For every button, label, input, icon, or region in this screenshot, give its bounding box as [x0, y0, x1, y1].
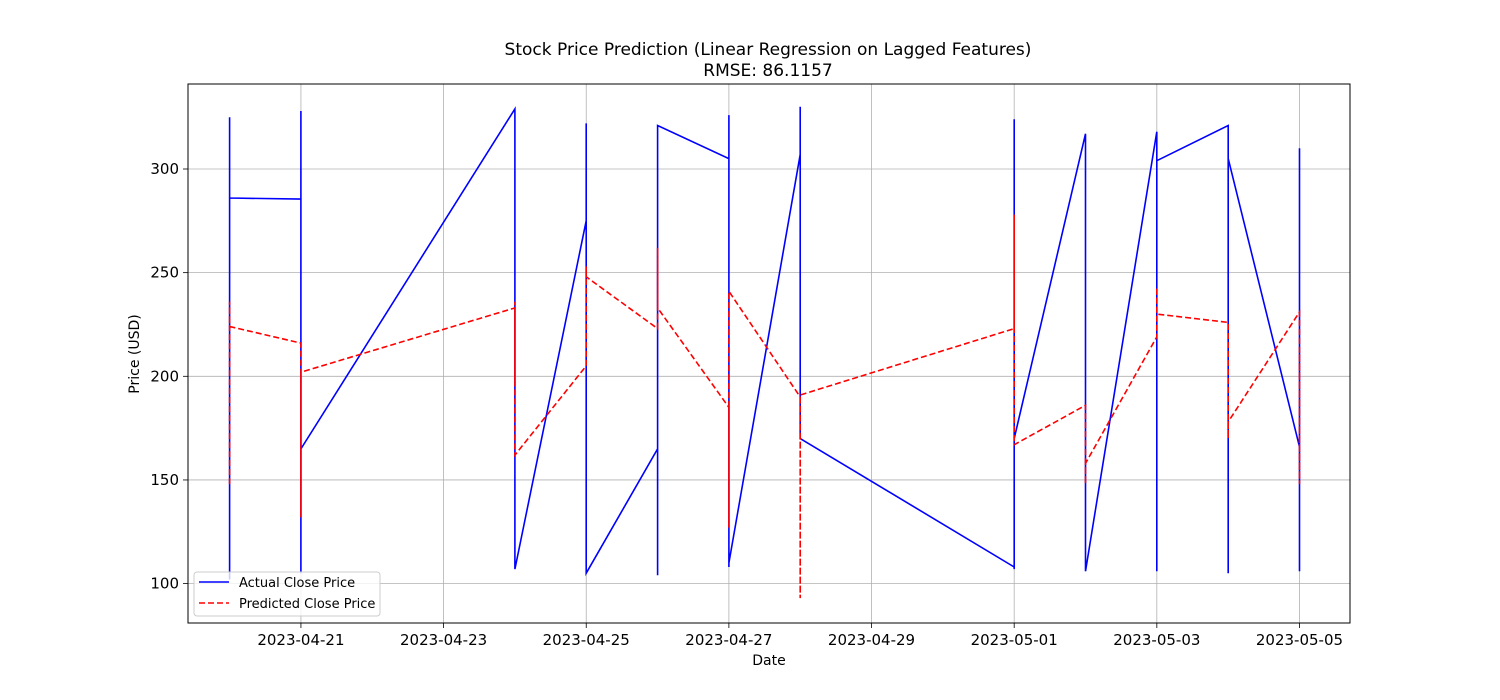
- series-line-predicted: [228, 214, 1301, 599]
- x-tick-label: 2023-04-21: [257, 631, 344, 649]
- x-tick-label: 2023-05-03: [1113, 631, 1200, 649]
- chart-subtitle: RMSE: 86.1157: [703, 61, 832, 81]
- x-tick-label: 2023-04-23: [400, 631, 487, 649]
- chart-title: Stock Price Prediction (Linear Regressio…: [505, 40, 1032, 60]
- axis-ticks: 2023-04-21 2023-04-23 2023-04-25 2023-04-27…: [150, 160, 1343, 649]
- x-tick-label: 2023-04-27: [685, 631, 772, 649]
- y-tick-label: 300: [150, 160, 179, 178]
- y-tick-label: 100: [150, 575, 179, 593]
- x-tick-label: 2023-04-29: [828, 631, 915, 649]
- plot-area: [187, 83, 1351, 624]
- y-tick-label: 200: [150, 367, 179, 385]
- y-axis-label: Price (USD): [127, 314, 143, 393]
- legend-label-actual: Actual Close Price: [239, 576, 355, 591]
- legend-box: [193, 571, 381, 617]
- x-axis-label: Date: [752, 653, 785, 669]
- x-tick-label: 2023-05-05: [1256, 631, 1343, 649]
- plot-lines: [228, 106, 1301, 599]
- y-tick-label: 150: [150, 471, 179, 489]
- chart-title-group: Stock Price Prediction (Linear Regressio…: [505, 40, 1032, 81]
- series-line-actual: [228, 106, 1301, 580]
- legend-label-predicted: Predicted Close Price: [239, 597, 375, 612]
- legend: Actual Close Price Predicted Close Price: [193, 571, 381, 617]
- x-tick-label: 2023-04-25: [543, 631, 630, 649]
- y-tick-label: 250: [150, 264, 179, 282]
- grid: [188, 84, 1350, 623]
- x-tick-label: 2023-05-01: [971, 631, 1058, 649]
